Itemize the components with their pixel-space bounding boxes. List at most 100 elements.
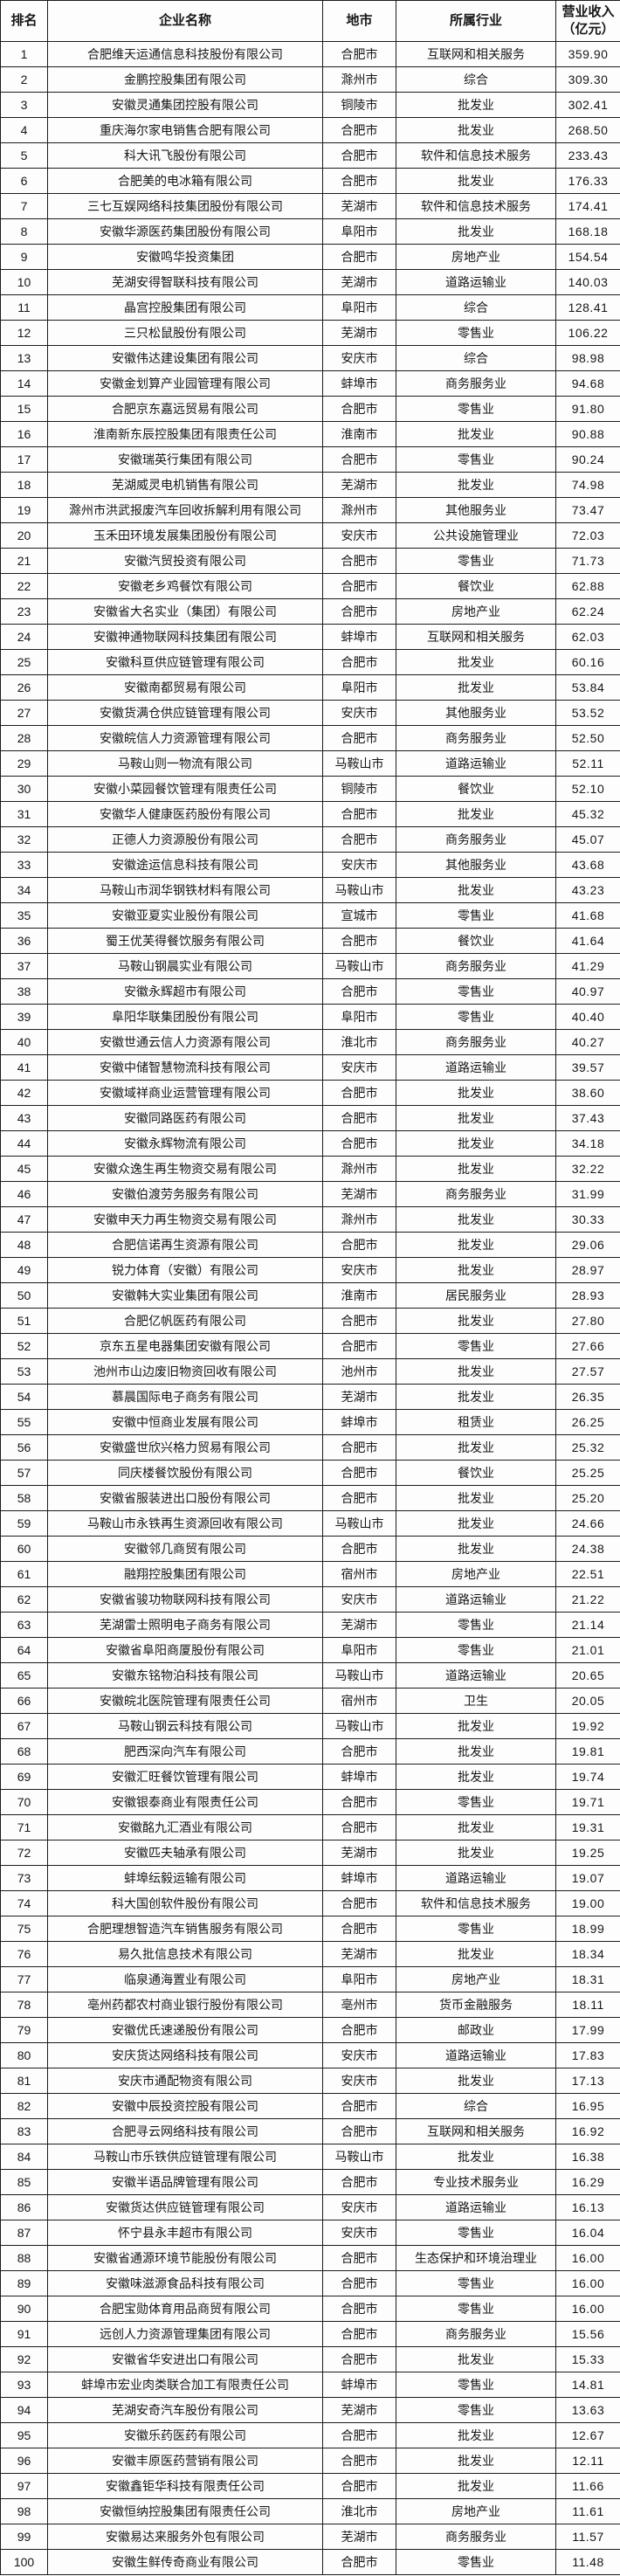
revenue-cell: 38.60 (555, 1080, 620, 1106)
company-name-cell: 安徽中储智慧物流科技有限公司 (47, 1054, 323, 1081)
table-row: 23 安徽省大名实业（集团）有限公司 合肥市 房地产业 62.24 (0, 598, 620, 625)
rank-cell: 84 (0, 2144, 48, 2170)
industry-cell: 零售业 (396, 320, 556, 346)
company-name-cell: 蜀王优芙得餐饮服务有限公司 (47, 928, 323, 954)
revenue-cell: 14.81 (555, 2372, 620, 2398)
revenue-cell: 26.35 (555, 1384, 620, 1410)
company-name-cell: 怀宁县永丰超市有限公司 (47, 2220, 323, 2246)
table-row: 92 安徽省华安进出口有限公司 合肥市 批发业 15.33 (0, 2346, 620, 2372)
company-name-cell: 同庆楼餐饮股份有限公司 (47, 1460, 323, 1486)
table-row: 98 安徽恒纳控股集团有限责任公司 淮北市 房地产业 11.61 (0, 2498, 620, 2524)
rank-cell: 20 (0, 522, 48, 549)
company-name-cell: 蚌埠纭毅运输有限公司 (47, 1865, 323, 1891)
industry-cell: 批发业 (396, 2068, 556, 2094)
table-row: 34 马鞍山市润华钢铁材料有限公司 马鞍山市 批发业 43.23 (0, 877, 620, 903)
industry-cell: 零售业 (396, 1333, 556, 1359)
table-row: 13 安徽伟达建设集团有限公司 安庆市 综合 98.98 (0, 345, 620, 371)
industry-cell: 批发业 (396, 1308, 556, 1334)
company-name-cell: 远创人力资源管理集团有限公司 (47, 2321, 323, 2347)
company-name-cell: 安徽华源医药集团股份有限公司 (47, 218, 323, 245)
industry-cell: 餐饮业 (396, 573, 556, 599)
company-name-cell: 安徽优氏速递股份有限公司 (47, 2017, 323, 2043)
revenue-cell: 233.43 (555, 142, 620, 169)
industry-cell: 综合 (396, 294, 556, 321)
revenue-cell: 37.43 (555, 1105, 620, 1131)
industry-cell: 批发业 (396, 1713, 556, 1739)
table-row: 48 合肥信诺再生资源有限公司 合肥市 批发业 29.06 (0, 1232, 620, 1258)
industry-cell: 批发业 (396, 2422, 556, 2448)
revenue-cell: 60.16 (555, 649, 620, 675)
revenue-cell: 11.61 (555, 2498, 620, 2524)
table-row: 29 马鞍山则一物流有限公司 马鞍山市 道路运输业 52.11 (0, 750, 620, 777)
industry-cell: 道路运输业 (396, 2042, 556, 2068)
city-cell: 合肥市 (322, 1333, 396, 1359)
table-row: 40 安徽世通云信人力资源有限公司 淮北市 商务服务业 40.27 (0, 1029, 620, 1055)
table-row: 15 合肥京东嘉远贸易有限公司 合肥市 零售业 91.80 (0, 396, 620, 422)
industry-cell: 商务服务业 (396, 725, 556, 751)
city-cell: 合肥市 (322, 978, 396, 1005)
table-row: 54 慕晨国际电子商务有限公司 芜湖市 批发业 26.35 (0, 1384, 620, 1410)
company-name-cell: 安徽酩九汇酒业有限公司 (47, 1814, 323, 1840)
industry-cell: 商务服务业 (396, 953, 556, 979)
city-cell: 合肥市 (322, 1814, 396, 1840)
city-cell: 合肥市 (322, 2245, 396, 2271)
company-name-cell: 安徽灵通集团控股有限公司 (47, 92, 323, 118)
industry-cell: 房地产业 (396, 2498, 556, 2524)
revenue-cell: 359.90 (555, 41, 620, 67)
company-name-cell: 临泉通海置业有限公司 (47, 1966, 323, 1992)
table-row: 59 马鞍山市永铁再生资源回收有限公司 马鞍山市 批发业 24.66 (0, 1510, 620, 1537)
table-row: 1 合肥维天运通信息科技股份有限公司 合肥市 互联网和相关服务 359.90 (0, 41, 620, 67)
rank-cell: 95 (0, 2422, 48, 2448)
company-name-cell: 安徽银泰商业有限责任公司 (47, 1789, 323, 1815)
rank-cell: 68 (0, 1738, 48, 1765)
city-cell: 阜阳市 (322, 1004, 396, 1030)
rank-cell: 81 (0, 2068, 48, 2094)
rank-cell: 65 (0, 1662, 48, 1689)
industry-cell: 零售业 (396, 446, 556, 473)
company-name-cell: 玉禾田环境发展集团股份有限公司 (47, 522, 323, 549)
city-cell: 芜湖市 (322, 269, 396, 295)
table-row: 83 合肥寻云网络科技有限公司 合肥市 互联网和相关服务 16.92 (0, 2118, 620, 2144)
rank-cell: 22 (0, 573, 48, 599)
table-row: 66 安徽皖北医院管理有限责任公司 宿州市 卫生 20.05 (0, 1688, 620, 1714)
industry-cell: 房地产业 (396, 598, 556, 625)
industry-cell: 批发业 (396, 1738, 556, 1765)
company-name-cell: 安庆市通配物资有限公司 (47, 2068, 323, 2094)
rank-cell: 57 (0, 1460, 48, 1486)
table-row: 51 合肥亿帆医药有限公司 合肥市 批发业 27.80 (0, 1308, 620, 1334)
rank-cell: 9 (0, 244, 48, 270)
city-cell: 马鞍山市 (322, 1510, 396, 1537)
industry-cell: 零售业 (396, 548, 556, 574)
revenue-cell: 19.00 (555, 1890, 620, 1916)
industry-cell: 批发业 (396, 1510, 556, 1537)
table-row: 72 安徽匹夫轴承有限公司 芜湖市 批发业 19.25 (0, 1840, 620, 1866)
table-row: 6 合肥美的电冰箱有限公司 合肥市 批发业 176.33 (0, 168, 620, 194)
company-name-cell: 安徽域祥商业运营管理有限公司 (47, 1080, 323, 1106)
revenue-cell: 13.63 (555, 2397, 620, 2423)
table-row: 28 安徽皖信人力资源管理有限公司 合肥市 商务服务业 52.50 (0, 725, 620, 751)
city-cell: 合肥市 (322, 1916, 396, 1942)
company-name-cell: 安徽省大名实业（集团）有限公司 (47, 598, 323, 625)
city-cell: 马鞍山市 (322, 953, 396, 979)
company-name-cell: 安徽金划算产业园管理有限公司 (47, 370, 323, 397)
company-name-cell: 芜湖安奇汽车股份有限公司 (47, 2397, 323, 2423)
rank-cell: 44 (0, 1130, 48, 1157)
company-name-cell: 肥西深向汽车有限公司 (47, 1738, 323, 1765)
rank-cell: 66 (0, 1688, 48, 1714)
revenue-cell: 41.29 (555, 953, 620, 979)
revenue-cell: 19.81 (555, 1738, 620, 1765)
city-cell: 亳州市 (322, 1992, 396, 2018)
industry-cell: 批发业 (396, 1764, 556, 1790)
company-name-cell: 安徽小菜园餐饮管理有限责任公司 (47, 776, 323, 802)
revenue-cell: 30.33 (555, 1206, 620, 1233)
rank-cell: 46 (0, 1181, 48, 1207)
revenue-cell: 40.40 (555, 1004, 620, 1030)
company-name-cell: 三只松鼠股份有限公司 (47, 320, 323, 346)
revenue-cell: 19.92 (555, 1713, 620, 1739)
table-row: 58 安徽省服装进出口股份有限公司 合肥市 批发业 25.20 (0, 1485, 620, 1511)
company-name-cell: 安徽匹夫轴承有限公司 (47, 1840, 323, 1866)
revenue-cell: 43.68 (555, 852, 620, 878)
rank-cell: 13 (0, 345, 48, 371)
table-row: 90 合肥宝勋体育用品商贸有限公司 合肥市 零售业 16.00 (0, 2296, 620, 2322)
revenue-cell: 45.07 (555, 826, 620, 853)
